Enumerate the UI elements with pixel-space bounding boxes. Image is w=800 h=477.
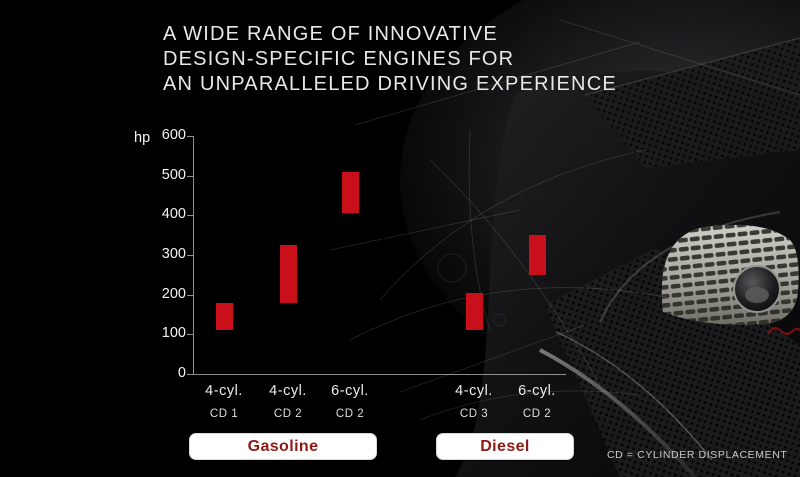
range-bar: [341, 171, 359, 214]
engine-rim-line: [555, 331, 713, 461]
y-axis-label: 0: [177, 365, 186, 381]
range-bar: [279, 245, 297, 303]
y-axis-tick: [187, 334, 193, 336]
y-axis-tick: [187, 215, 193, 217]
diesel-button[interactable]: Diesel: [436, 433, 574, 460]
cd-label: CD 2: [335, 408, 365, 420]
y-axis-label: 200: [161, 285, 186, 302]
title-line-2: DESIGN-SPECIFIC ENGINES FOR: [163, 48, 515, 70]
y-axis-tick: [187, 136, 193, 137]
y-axis-label: 300: [161, 246, 186, 262]
y-axis-label: 600: [161, 127, 186, 143]
cd-label: CD 3: [459, 408, 489, 420]
title-line-1: A WIDE RANGE OF INNOVATIVE: [163, 23, 498, 45]
cd-label: CD 2: [522, 408, 552, 420]
range-bar: [215, 302, 233, 331]
y-axis-label: 500: [161, 166, 186, 183]
gasoline-button[interactable]: Gasoline: [189, 433, 377, 460]
engine-edge-line: [584, 37, 800, 96]
y-axis-unit-label: hp: [134, 130, 151, 146]
title-line-3: AN UNPARALLELED DRIVING EXPERIENCE: [163, 73, 617, 95]
engine-cap-inner: [745, 287, 769, 303]
y-axis-line: [193, 136, 194, 374]
y-axis-label: 100: [161, 325, 186, 342]
x-axis-line: [193, 374, 566, 375]
y-axis-tick: [187, 255, 193, 256]
engine-badge-scribble: [767, 327, 800, 335]
category-label: 6-cyl.: [331, 383, 369, 399]
engine-rim-highlight: [539, 348, 697, 477]
cd-label: CD 2: [273, 408, 303, 420]
footnote: CD = CYLINDER DISPLACEMENT: [607, 449, 788, 461]
category-label: 4-cyl.: [269, 383, 307, 399]
category-label: 4-cyl.: [455, 383, 493, 399]
category-label: 4-cyl.: [205, 383, 243, 399]
category-label: 6-cyl.: [518, 383, 556, 399]
engine-grille-top: [585, 38, 800, 168]
range-bar: [528, 235, 546, 275]
range-bar: [465, 292, 483, 331]
y-axis-tick: [187, 175, 193, 177]
engine-vent-panel: [661, 224, 799, 325]
sketch-lines: [329, 19, 800, 421]
slide-title: A WIDE RANGE OF INNOVATIVE DESIGN-SPECIF…: [163, 22, 617, 97]
y-axis-label: 400: [161, 206, 186, 223]
cd-label: CD 1: [209, 408, 239, 420]
y-axis-tick: [187, 294, 193, 296]
y-axis-tick: [187, 374, 193, 375]
engine-contour-line: [599, 211, 781, 323]
